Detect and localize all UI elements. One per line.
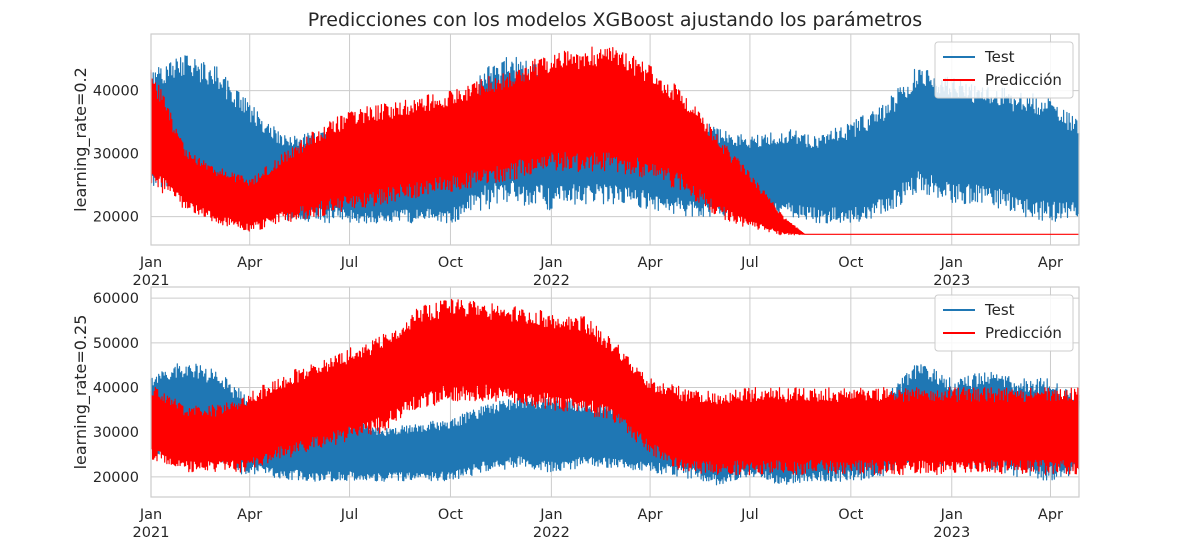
x-tick-label: Oct — [838, 507, 863, 523]
x-tick-label: Jan — [539, 507, 562, 523]
y-tick-label: 40000 — [93, 84, 139, 100]
y-tick-label: 20000 — [93, 210, 139, 226]
y-tick-label: 30000 — [93, 425, 139, 441]
x-tick-year-label: 2023 — [933, 273, 970, 289]
y-tick-label: 50000 — [93, 336, 139, 352]
x-tick-year-label: 2022 — [533, 525, 570, 541]
plot-frame — [150, 286, 1080, 498]
x-tick-label: Oct — [438, 507, 463, 523]
legend-label: Test — [984, 301, 1015, 319]
y-tick-label: 60000 — [93, 291, 139, 307]
x-tick-label: Apr — [638, 507, 663, 523]
x-tick-year-label: 2021 — [133, 273, 170, 289]
x-tick-label: Jul — [740, 507, 759, 523]
x-tick-label: Jul — [340, 255, 359, 271]
y-tick-label: 30000 — [93, 147, 139, 163]
x-tick-year-label: 2022 — [533, 273, 570, 289]
panel-2: Jan 2021 Apr Jul Oct Jan 2022 Apr Jul Oct Jan 2023 A… — [71, 286, 1080, 541]
x-tick-label: Jan — [139, 507, 162, 523]
x-tick-year-label: 2023 — [933, 525, 970, 541]
legend: Test Predicción — [934, 41, 1074, 99]
y-axis-label: learning_rate=0.25 — [71, 315, 91, 470]
x-tick-label: Jan — [940, 507, 963, 523]
x-tick-label: Apr — [237, 507, 262, 523]
x-tick-year-label: 2021 — [133, 525, 170, 541]
x-tick-label: Jan — [139, 255, 162, 271]
x-tick-label: Jul — [740, 255, 759, 271]
x-tick-label: Apr — [1038, 507, 1063, 523]
x-tick-label: Jul — [340, 507, 359, 523]
plot-frame — [150, 33, 1080, 246]
legend-label: Predicción — [985, 71, 1062, 89]
x-tick-label: Apr — [1038, 255, 1063, 271]
x-tick-label: Apr — [237, 255, 262, 271]
x-tick-label: Apr — [638, 255, 663, 271]
panel-1: Jan 2021 Apr Jul Oct Jan 2022 Apr Jul Oct Jan 2023 A… — [71, 33, 1080, 289]
y-axis-label: learning_rate=0.2 — [71, 67, 91, 212]
chart-title: Predicciones con los modelos XGBoost aju… — [308, 9, 922, 31]
x-tick-label: Oct — [438, 255, 463, 271]
x-tick-label: Oct — [838, 255, 863, 271]
series-line-predicci-n — [150, 46, 1080, 236]
y-tick-label: 40000 — [93, 381, 139, 397]
legend-label: Test — [984, 48, 1015, 66]
x-tick-label: Jan — [940, 255, 963, 271]
legend: Test Predicción — [934, 294, 1074, 352]
x-tick-label: Jan — [539, 255, 562, 271]
legend-label: Predicción — [985, 324, 1062, 342]
y-tick-label: 20000 — [93, 470, 139, 486]
series-line-predicci-n — [150, 298, 1080, 476]
